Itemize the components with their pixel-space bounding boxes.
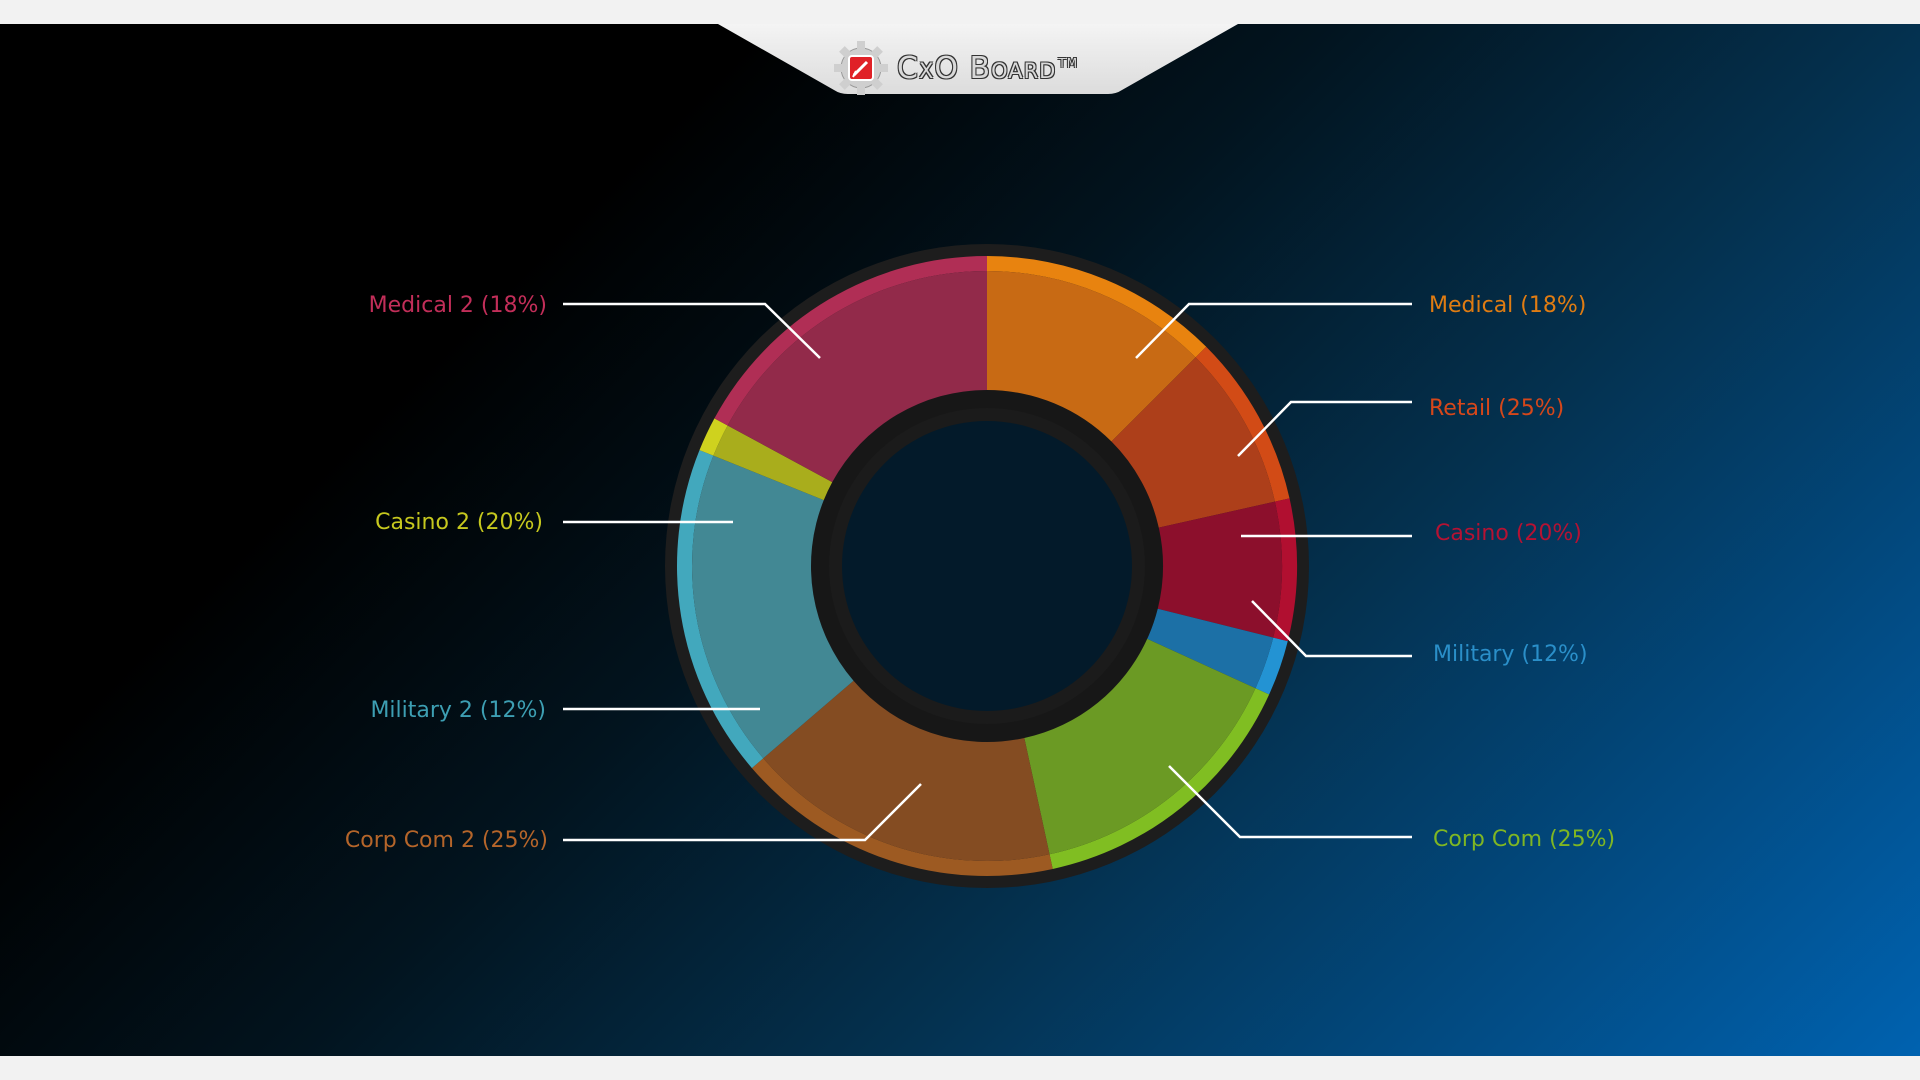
chart-stage: CxO Board TM Medical (18%) Retail (25%) Cas… — [0, 24, 1920, 1056]
leader-line-medical — [1135, 302, 1412, 359]
logo-wordmark: CxO Board TM — [897, 50, 1079, 86]
slice-label-casino: Casino (20%) — [1435, 521, 1582, 546]
slice-casino-2 — [713, 425, 833, 501]
slice-rim-medical-2 — [714, 256, 987, 426]
logo: CxO Board TM — [833, 40, 1078, 96]
gear-logo-icon — [834, 41, 888, 95]
slice-label-medical: Medical (18%) — [1429, 293, 1586, 318]
slice-rim-military-2 — [677, 450, 764, 769]
slice-label-corp-com-2: Corp Com 2 (25%) — [345, 828, 548, 853]
leader-line-retail — [1237, 400, 1412, 457]
leader-line-military — [1251, 600, 1412, 658]
slice-military-2 — [691, 455, 854, 759]
slice-rim-retail — [1195, 346, 1290, 502]
donut-hole — [842, 421, 1132, 711]
slice-rim-military — [1255, 637, 1288, 695]
leader-line-medical-2 — [563, 302, 821, 359]
slice-label-corp-com: Corp Com (25%) — [1433, 827, 1615, 852]
slice-rim-corp-com-2 — [751, 758, 1053, 877]
slice-corp-com-2 — [763, 680, 1050, 861]
donut-chart: Medical (18%) Retail (25%) Casino (20%) Mil… — [345, 244, 1615, 888]
slice-medical — [987, 271, 1196, 442]
slice-rim-medical — [987, 256, 1207, 358]
slice-retail — [1111, 357, 1275, 528]
slice-label-military-2: Military 2 (12%) — [370, 698, 546, 723]
slice-military — [1147, 608, 1274, 689]
slice-label-military: Military (12%) — [1433, 642, 1588, 667]
slice-corp-com — [1024, 638, 1256, 855]
slice-label-retail: Retail (25%) — [1429, 396, 1564, 421]
slice-label-medical-2: Medical 2 (18%) — [369, 293, 547, 318]
slice-medical-2 — [727, 271, 987, 483]
leader-line-corp-com — [1168, 765, 1412, 839]
slice-label-casino-2: Casino 2 (20%) — [375, 510, 543, 535]
leader-line-corp-com-2 — [563, 783, 922, 842]
slice-rim-casino-2 — [699, 418, 728, 456]
slice-rim-corp-com — [1049, 688, 1270, 869]
slice-rim-casino — [1273, 498, 1297, 642]
